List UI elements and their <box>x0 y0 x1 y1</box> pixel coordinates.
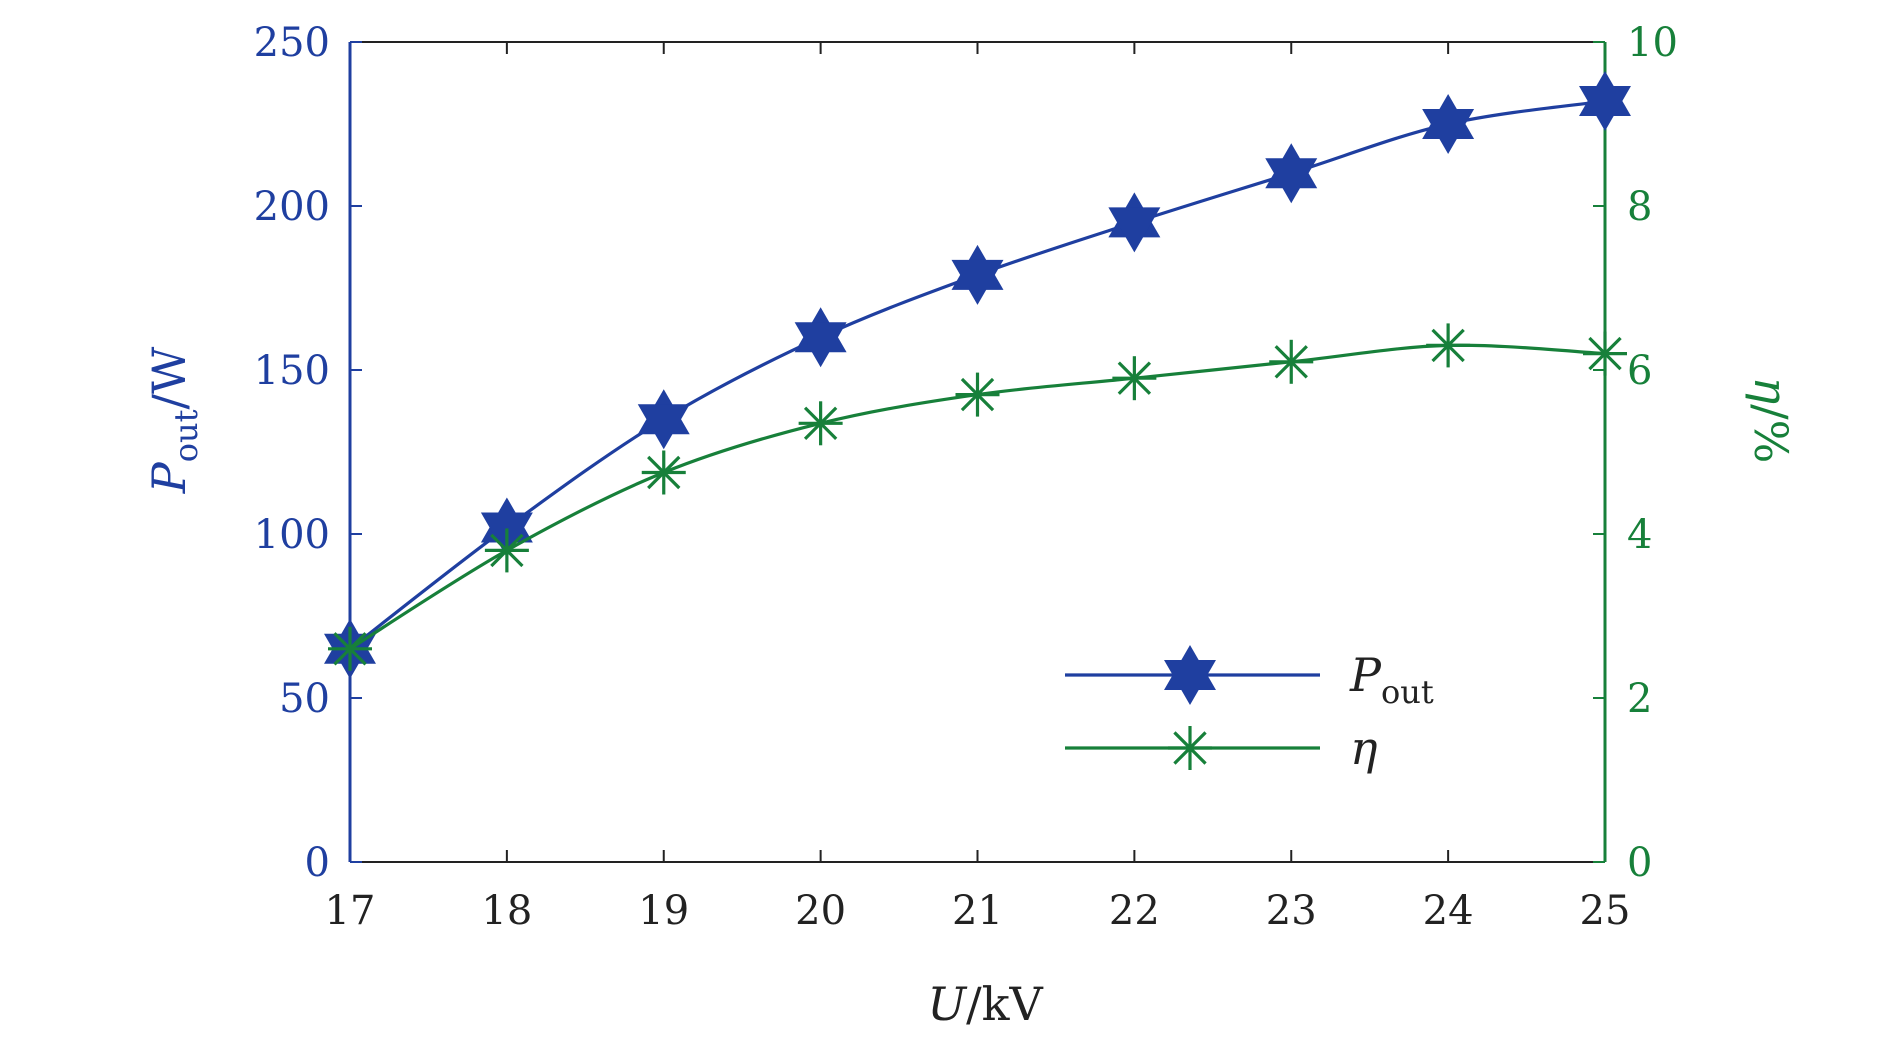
hexagram-marker <box>794 307 847 368</box>
y-tick-label-left: 200 <box>254 184 330 230</box>
y-tick-label-right: 4 <box>1627 512 1652 558</box>
x-tick-label: 25 <box>1580 888 1631 934</box>
asterisk-stroke <box>803 406 838 440</box>
asterisk-marker <box>484 528 529 573</box>
hexagram-triangle-down <box>1265 158 1318 204</box>
hexagram-triangle-down <box>1579 86 1631 132</box>
asterisk-stroke <box>960 377 995 412</box>
y-tick-label-left: 0 <box>305 840 330 886</box>
hexagram-marker <box>951 244 1004 305</box>
asterisk-stroke <box>1173 731 1207 765</box>
x-tick-label: 21 <box>952 888 1003 934</box>
hexagram-marker <box>1265 143 1318 204</box>
hexagram-marker <box>1422 94 1475 154</box>
asterisk-stroke <box>1274 345 1308 379</box>
y-axis-left-label: Pout/W <box>142 346 205 494</box>
hexagram-triangle-down <box>1164 660 1216 705</box>
asterisk-marker <box>798 401 843 446</box>
hexagram-marker <box>637 389 690 450</box>
series-eta <box>328 323 1627 671</box>
y-axis-right: 0 2 4 6 8 10 <box>1593 20 1678 886</box>
hexagram-marker <box>1108 192 1161 253</box>
asterisk-marker <box>1168 726 1212 770</box>
x-tick-label: 24 <box>1423 888 1474 934</box>
asterisk-marker <box>328 626 372 671</box>
asterisk-marker <box>955 372 1000 417</box>
y-axis-right-label: η/% <box>1744 377 1798 464</box>
series-pout <box>324 71 1631 679</box>
y-tick-label-left: 150 <box>254 348 330 394</box>
legend: Pout η <box>1065 645 1434 775</box>
x-tick-label: 22 <box>1109 888 1160 934</box>
asterisk-stroke <box>647 455 681 490</box>
asterisk-marker <box>1583 331 1627 376</box>
y-tick-label-right: 0 <box>1627 840 1652 886</box>
hexagram-triangle-down <box>951 259 1004 305</box>
hexagram-marker <box>1579 71 1631 132</box>
hexagram-marker <box>1164 645 1216 705</box>
hexagram-triangle-down <box>1108 207 1161 253</box>
y-axis-left: 0 50 100 150 200 250 <box>254 20 362 886</box>
y-tick-label-right: 6 <box>1627 348 1652 394</box>
y-tick-label-right: 2 <box>1627 676 1652 722</box>
hexagram-triangle-down <box>794 322 847 368</box>
asterisk-marker <box>1269 339 1314 384</box>
asterisk-stroke <box>333 632 367 666</box>
legend-label: η <box>1350 721 1378 775</box>
asterisk-marker <box>1426 323 1471 368</box>
asterisk-stroke <box>490 533 524 568</box>
asterisk-marker <box>1112 356 1157 401</box>
y-tick-label-left: 250 <box>254 20 330 66</box>
x-tick-label: 19 <box>638 888 689 934</box>
x-axis: 17 18 19 20 21 22 23 24 25 <box>325 42 1631 934</box>
series-layer <box>324 71 1631 679</box>
y-tick-label-right: 8 <box>1627 184 1652 230</box>
x-tick-label: 20 <box>795 888 846 934</box>
hexagram-triangle-down <box>637 404 690 450</box>
asterisk-stroke <box>1431 328 1465 363</box>
x-tick-label: 18 <box>481 888 532 934</box>
asterisk-stroke <box>1117 361 1152 395</box>
y-tick-label-right: 10 <box>1627 20 1678 66</box>
asterisk-marker <box>641 450 686 495</box>
hexagram-triangle-down <box>1422 109 1475 154</box>
y-tick-label-left: 100 <box>254 512 330 558</box>
x-axis-label: U/kV <box>927 977 1043 1031</box>
x-tick-label: 17 <box>325 888 376 934</box>
x-tick-label: 23 <box>1266 888 1317 934</box>
asterisk-stroke <box>1588 336 1622 371</box>
y-tick-label-left: 50 <box>279 676 330 722</box>
legend-label: Pout <box>1349 648 1434 711</box>
